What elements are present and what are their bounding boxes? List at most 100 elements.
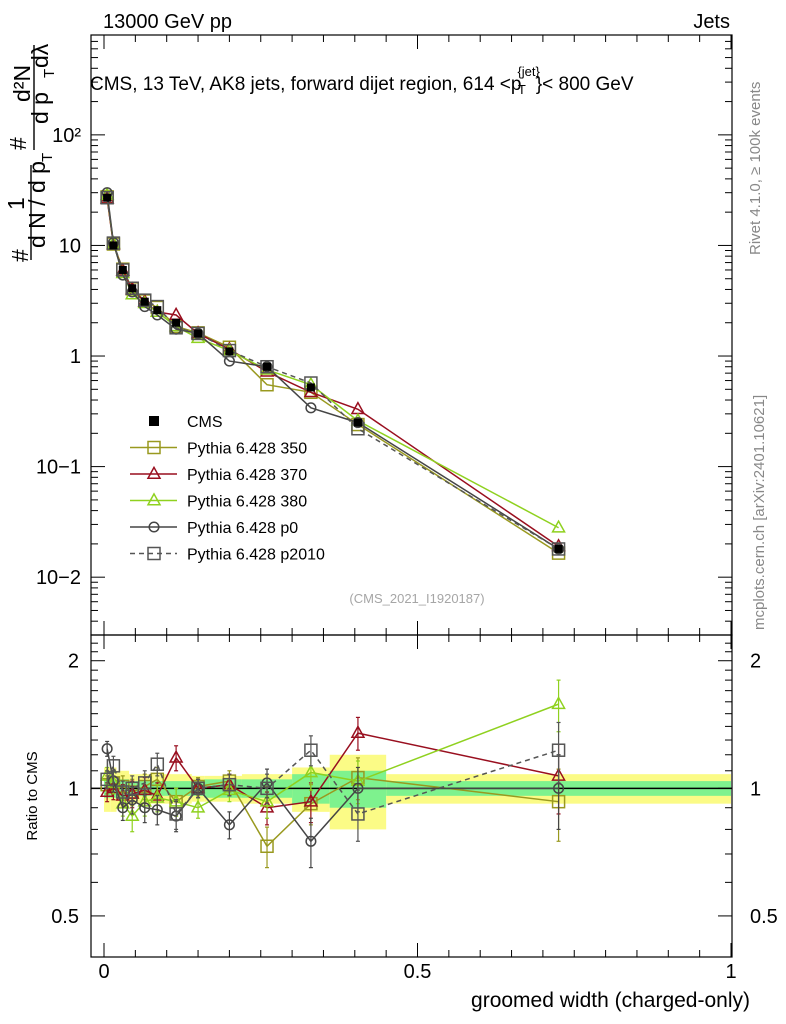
legend-marker-p0: [148, 521, 160, 533]
main-axis-ticks: 10−2 10−1 1 10 10²: [36, 34, 732, 636]
y-tick-label: 1: [70, 346, 81, 368]
legend-marker-p380: [146, 492, 162, 506]
svg-text:T: T: [41, 69, 58, 78]
ratio-point-p370: [350, 724, 366, 739]
ratio-series-p2010: [100, 721, 566, 842]
x-tick-label: 1: [725, 961, 736, 983]
y-tick-label: 10−1: [36, 457, 81, 479]
point-cms: [109, 241, 118, 250]
main-plot-frame: [90, 34, 733, 636]
ratio-plot-series: [99, 679, 566, 869]
legend-label-p0: Pythia 6.428 p0: [187, 520, 298, 537]
legend-marker-p350: [147, 440, 161, 455]
svg-text:#: #: [5, 137, 31, 150]
ratio-point-p2010: [138, 776, 152, 790]
point-cms: [153, 306, 162, 315]
point-cms: [103, 193, 112, 202]
ratio-point-p2010: [551, 743, 566, 757]
series-p350: [100, 190, 566, 560]
ratio-point-p380: [124, 807, 140, 822]
ratio-plot-frame: [90, 634, 733, 958]
header-right: Jets: [693, 11, 730, 33]
ratio-point-p2010: [222, 777, 237, 792]
point-p0: [305, 402, 317, 414]
ratio-point-p0: [139, 802, 151, 814]
y-tick-label: 10−2: [36, 567, 81, 589]
point-p0: [192, 327, 204, 340]
svg-text:1: 1: [3, 197, 29, 210]
series-line-p370: [106, 198, 559, 547]
point-p2010: [191, 326, 205, 341]
ratio-point-p370: [168, 749, 184, 763]
point-p2010: [551, 542, 566, 556]
ratio-point-p380: [259, 793, 275, 807]
ratio-point-p0: [553, 782, 565, 794]
series-line-p0: [106, 192, 559, 550]
ratio-point-p380: [551, 695, 566, 710]
svg-text:#: #: [7, 249, 33, 262]
svg-text:d²N: d²N: [9, 65, 35, 102]
point-p0: [261, 361, 273, 373]
x-tick-label: 0.5: [404, 961, 432, 983]
ratio-point-p370: [99, 783, 115, 797]
legend: CMS Pythia 6.428 350 Pythia 6.428 370 Pythi…: [130, 414, 325, 564]
analysis-watermark: (CMS_2021_I1920187): [349, 591, 484, 606]
legend-label-p380: Pythia 6.428 380: [187, 494, 307, 511]
point-cms: [554, 544, 563, 553]
ratio-point-p2010: [351, 807, 365, 821]
ratio-point-p0: [101, 743, 113, 755]
series-cms: [103, 193, 563, 553]
ratio-point-p2010: [106, 759, 121, 773]
point-cms: [306, 383, 315, 392]
legend-label-p350: Pythia 6.428 350: [187, 441, 307, 458]
point-p380: [551, 519, 566, 533]
ratio-point-p2010: [125, 781, 139, 796]
ratio-point-p2010: [150, 757, 165, 771]
point-cms: [172, 318, 181, 327]
ratio-point-p2010: [191, 781, 205, 796]
point-cms: [128, 284, 137, 293]
svg-text:d N / d p: d N / d p: [24, 161, 50, 248]
ratio-point-p350: [260, 839, 274, 854]
ratio-point-p380: [190, 799, 206, 813]
point-cms: [225, 347, 234, 356]
ratio-point-p0: [305, 835, 317, 847]
ratio-point-p2010: [100, 772, 114, 787]
series-p380: [99, 187, 566, 533]
point-cms: [263, 362, 272, 371]
ratio-tick-label-left: 1: [68, 778, 79, 800]
point-cms: [118, 265, 127, 274]
ratio-tick-label-left: 2: [68, 651, 79, 673]
ratio-tick-label-right: 1: [750, 778, 761, 800]
ratio-point-p0: [223, 819, 235, 831]
ratio-point-p0: [151, 804, 163, 816]
header-left: 13000 GeV pp: [103, 11, 232, 33]
point-p380: [124, 286, 140, 300]
ratio-point-p2010: [116, 785, 130, 799]
point-cms: [194, 329, 203, 338]
svg-text:T: T: [39, 153, 56, 162]
series-p370: [99, 190, 566, 552]
main-plot-series: [99, 187, 566, 560]
chart-title: CMS, 13 TeV, AK8 jets, forward dijet reg…: [90, 64, 634, 97]
legend-label-cms: CMS: [187, 414, 223, 431]
x-axis-label: groomed width (charged-only): [471, 989, 750, 1012]
ratio-tick-label-left: 0.5: [51, 906, 79, 928]
legend-marker-p2010: [147, 546, 161, 561]
point-p2010: [222, 343, 237, 358]
rivet-label: Rivet 4.1.0, ≥ 100k events: [747, 82, 764, 255]
series-line-p2010: [106, 197, 559, 550]
legend-label-p370: Pythia 6.428 370: [187, 467, 307, 484]
ratio-tick-label-right: 2: [750, 651, 761, 673]
ratio-point-p2010: [260, 781, 274, 796]
point-p2010: [125, 281, 139, 296]
ratio-tick-label-right: 0.5: [750, 906, 778, 928]
y-tick-label: 10²: [52, 125, 81, 147]
series-p0: [101, 187, 565, 555]
ratio-point-p370: [303, 793, 319, 807]
point-p2010: [116, 263, 130, 277]
mcplots-label: mcplots.cern.ch [arXiv:2401.10621]: [751, 395, 768, 630]
point-p2010: [100, 190, 114, 205]
main-y-axis-label: # 1 d N / d p T # d²N d p T dλ: [3, 43, 58, 262]
